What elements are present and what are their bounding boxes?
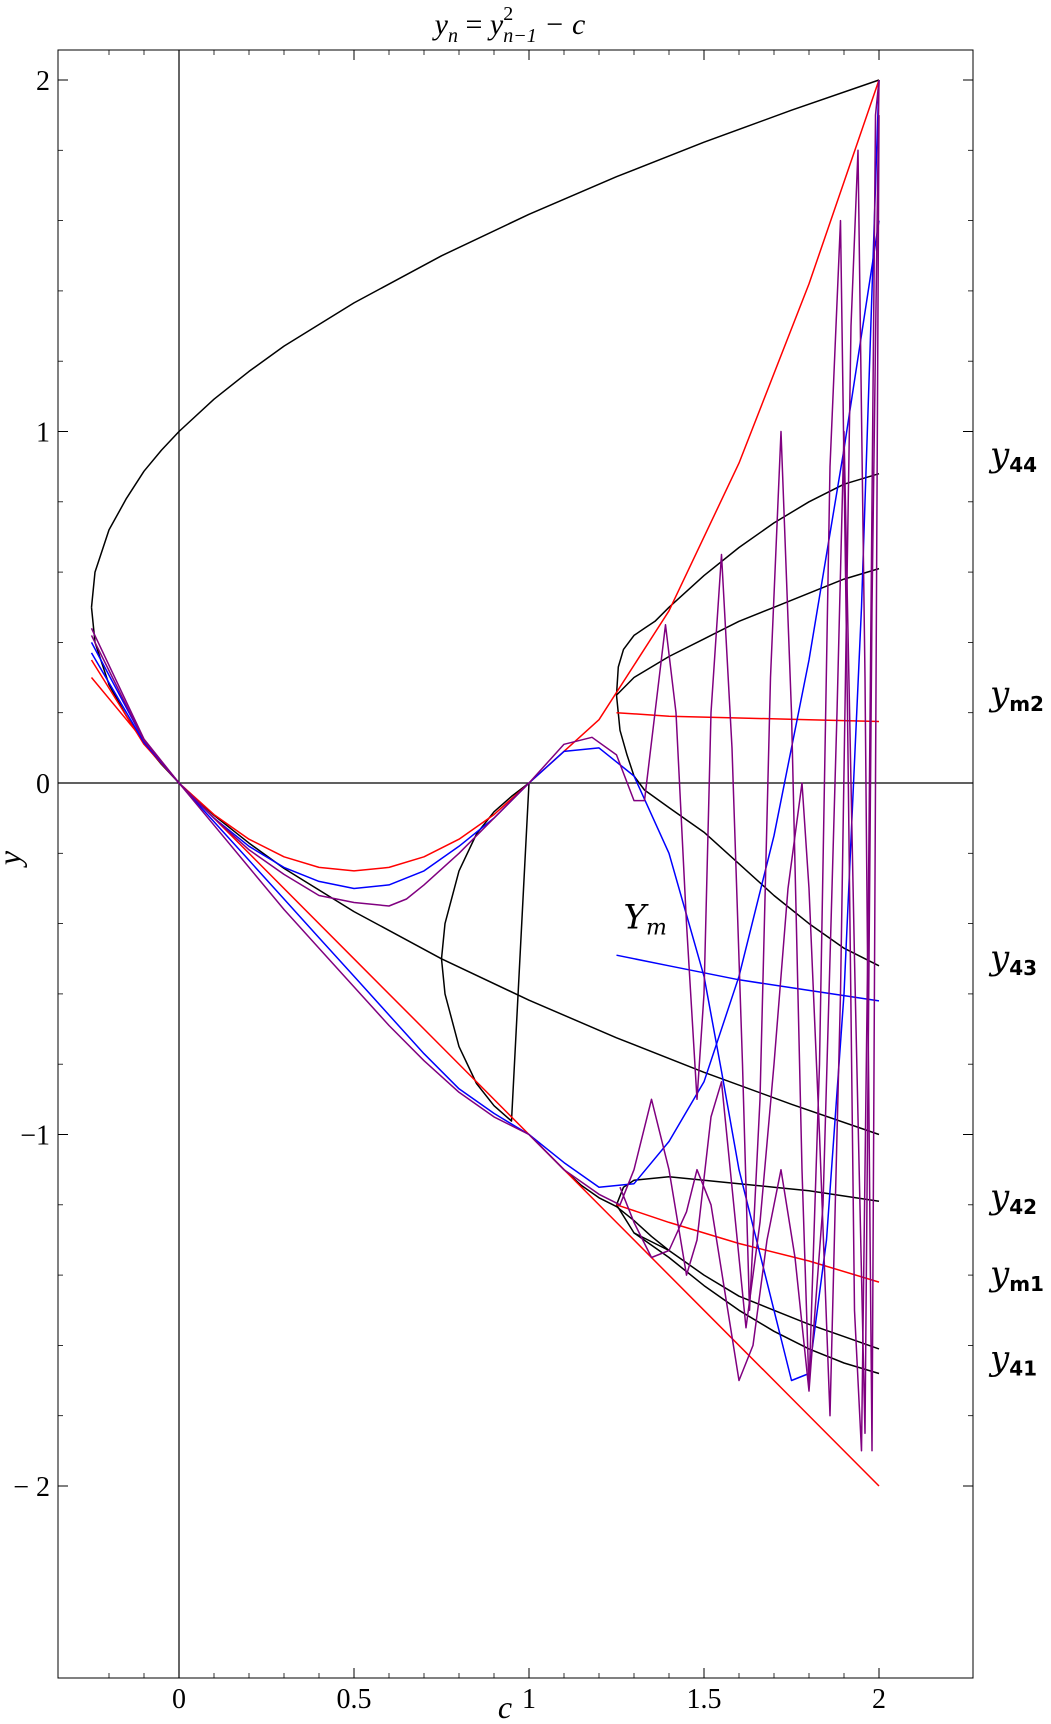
y-axis-title: y <box>0 850 27 868</box>
series-line-18-purple <box>90 79 880 1452</box>
inline-label-Ym: Ym <box>624 898 667 941</box>
side-labels-group: y44 ym2 y43 y42 ym1 y41 <box>988 435 1044 1380</box>
side-label-y43: y43 <box>988 938 1037 980</box>
plot-frame <box>57 49 974 1679</box>
x-tick-label-1: 0.5 <box>337 1684 372 1715</box>
x-tick-label-0: 0 <box>172 1684 186 1715</box>
y-tick-label-3: −1 <box>20 1121 50 1152</box>
x-tick-label-3: 1.5 <box>687 1684 722 1715</box>
inline-labels-group: Ym <box>624 898 667 941</box>
side-label-ym1: ym1 <box>988 1254 1044 1296</box>
series-line-14-red <box>616 1204 880 1283</box>
tick-labels-group: 0 0.5 1 1.5 2 2 1 0 −1 − 2 <box>13 66 886 1715</box>
series-line-9-black <box>615 567 880 696</box>
series-line-20-purple <box>619 79 880 1435</box>
y-tick-label-1: 1 <box>36 418 50 449</box>
y-tick-label-2: 0 <box>36 769 50 800</box>
y-tick-label-4: − 2 <box>13 1472 50 1503</box>
series-line-16-blue <box>90 220 880 1188</box>
series-line-15-blue <box>90 79 880 1382</box>
side-label-ym2: ym2 <box>988 674 1044 716</box>
side-label-y44: y44 <box>988 435 1037 477</box>
series-line-8-black <box>615 472 880 696</box>
x-tick-label-2: 1 <box>522 1684 536 1715</box>
x-axis-title: c <box>498 1689 512 1724</box>
series-group <box>90 79 880 1487</box>
series-line-1-black <box>90 79 880 608</box>
series-line-19-purple <box>90 115 880 1452</box>
series-line-13-red <box>616 711 880 723</box>
side-label-y41: y41 <box>988 1338 1037 1380</box>
series-line-12-red <box>90 79 880 872</box>
chart-title: yn = y2 n−1 − c <box>432 3 586 47</box>
series-line-10-black <box>615 695 880 967</box>
ticks-group <box>58 50 973 1678</box>
x-tick-label-4: 2 <box>872 1684 886 1715</box>
y-tick-label-0: 2 <box>36 66 50 97</box>
axes-lines <box>58 50 973 1678</box>
side-label-y42: y42 <box>988 1177 1037 1219</box>
